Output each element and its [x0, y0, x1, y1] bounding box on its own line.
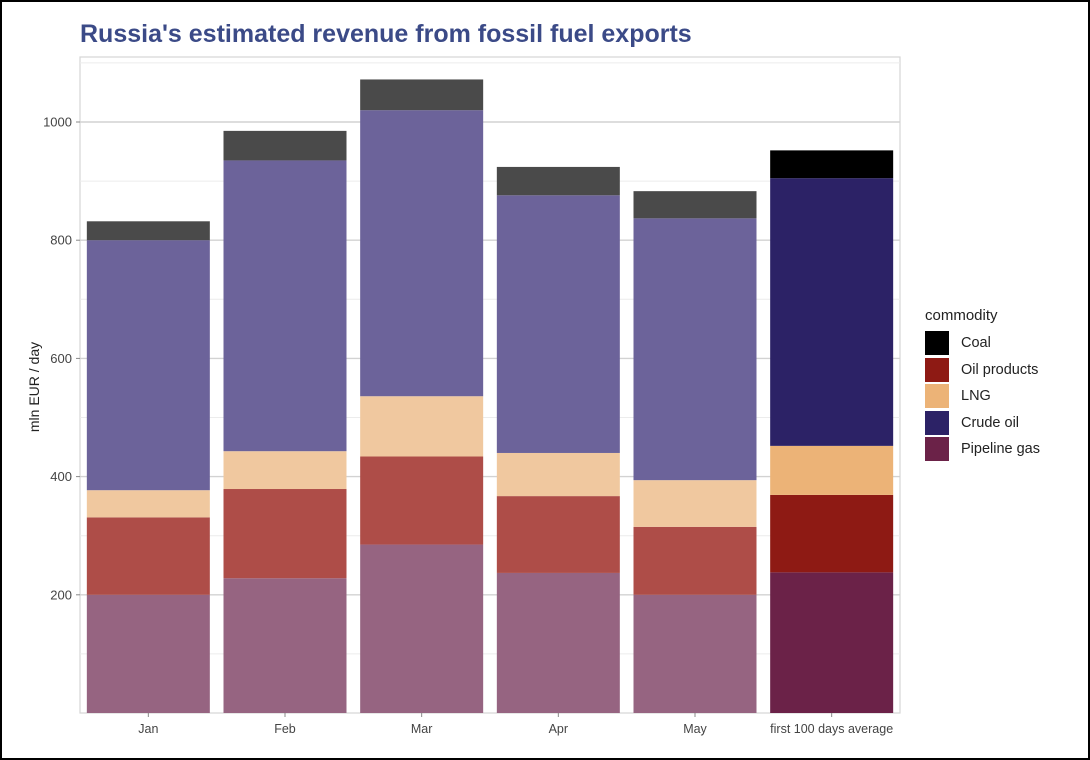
legend-item: Oil products	[925, 357, 1040, 384]
bar-pipeline-gas	[496, 572, 620, 713]
bar-coal	[496, 166, 620, 196]
bar-pipeline-gas	[633, 594, 757, 713]
bar-coal	[770, 150, 894, 179]
bar-oil-products	[223, 489, 347, 579]
legend-item: LNG	[925, 383, 1040, 410]
x-tick-label: Feb	[274, 722, 296, 736]
legend-item: Pipeline gas	[925, 436, 1040, 463]
chart-title: Russia's estimated revenue from fossil f…	[80, 20, 692, 48]
bar-lng	[360, 396, 484, 457]
bar-crude-oil	[496, 195, 620, 453]
y-tick-label: 600	[50, 351, 72, 366]
legend-swatch	[925, 331, 949, 356]
x-tick-label: Jan	[138, 722, 158, 736]
legend-label: Coal	[961, 335, 991, 352]
bar-crude-oil	[770, 178, 894, 446]
legend-swatch	[925, 410, 949, 435]
bar-coal	[86, 221, 210, 241]
legend-item: Crude oil	[925, 410, 1040, 437]
legend-item: Coal	[925, 330, 1040, 357]
legend-label: LNG	[961, 388, 991, 405]
bar-coal	[223, 130, 347, 161]
bar-oil-products	[360, 456, 484, 545]
y-tick-label: 400	[50, 469, 72, 484]
y-axis-label: mln EUR / day	[26, 341, 42, 433]
x-tick-label: first 100 days average	[770, 722, 893, 736]
bar-lng	[496, 452, 620, 497]
legend-label: Pipeline gas	[961, 441, 1040, 458]
legend-label: Crude oil	[961, 414, 1020, 431]
legend: commodity Coal Oil products LNG Crude oil Pi…	[925, 307, 1040, 463]
bar-lng	[86, 490, 210, 518]
bar-pipeline-gas	[223, 578, 347, 713]
bar-pipeline-gas	[360, 544, 484, 713]
x-tick-label: Apr	[549, 722, 568, 736]
y-tick-label: 800	[50, 233, 72, 248]
bar-coal	[360, 79, 484, 111]
x-tick-label: May	[683, 722, 707, 736]
plot-panel	[79, 56, 901, 714]
legend-title: commodity	[925, 307, 998, 324]
y-tick-label: 200	[50, 587, 72, 602]
bar-crude-oil	[223, 160, 347, 452]
legend-swatch	[925, 384, 949, 409]
legend-swatch	[925, 437, 949, 462]
bar-pipeline-gas	[86, 594, 210, 713]
bar-crude-oil	[633, 218, 757, 481]
bar-crude-oil	[86, 240, 210, 491]
bar-oil-products	[633, 526, 757, 595]
bar-lng	[223, 451, 347, 490]
bar-oil-products	[770, 494, 894, 573]
bar-lng	[633, 480, 757, 527]
x-tick-label: Mar	[411, 722, 433, 736]
legend-swatch	[925, 357, 949, 382]
bar-pipeline-gas	[770, 572, 894, 713]
bar-lng	[770, 445, 894, 495]
y-tick-label: 1000	[43, 115, 72, 130]
bar-oil-products	[86, 517, 210, 595]
bar-crude-oil	[360, 110, 484, 397]
bar-coal	[633, 191, 757, 219]
legend-label: Oil products	[961, 361, 1039, 378]
bar-oil-products	[496, 496, 620, 573]
